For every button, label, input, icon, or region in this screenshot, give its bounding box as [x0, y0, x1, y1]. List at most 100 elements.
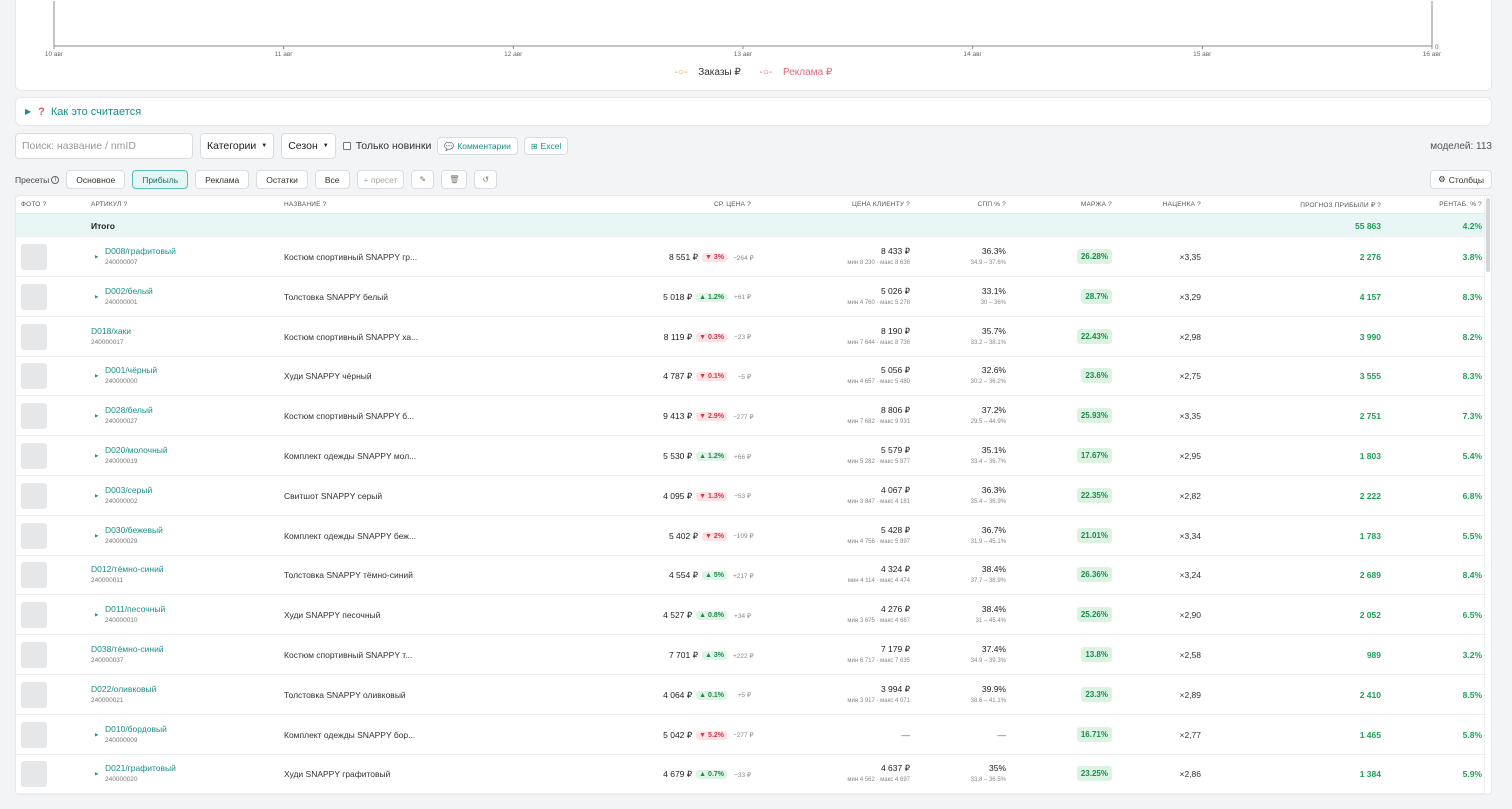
product-photo[interactable]	[21, 323, 47, 350]
table-row[interactable]: D018/хаки 240000017 Костюм спортивный SNAP…	[16, 317, 1486, 357]
table-row[interactable]: D022/оливковый 240000021 Толстовка SNAPPY …	[16, 675, 1486, 715]
article-link[interactable]: D008/графитовый	[105, 246, 176, 256]
article-link[interactable]: D010/бордовый	[105, 723, 167, 734]
columns-button[interactable]: ⚙ Столбцы	[1430, 170, 1492, 189]
article-link[interactable]: D018/хаки	[91, 325, 132, 336]
col-profit[interactable]: ПРОГНОЗ ПРИБЫЛИ ₽ ?	[1300, 202, 1381, 209]
article-link[interactable]: D001/чёрный	[105, 365, 158, 376]
add-preset-button[interactable]: + пресет	[356, 170, 405, 189]
col-spp[interactable]: СПП % ?	[977, 201, 1006, 208]
nmid: 240000002	[105, 497, 138, 505]
article-link[interactable]: D011/песочный	[105, 604, 166, 615]
col-name[interactable]: НАЗВАНИЕ ?	[284, 201, 327, 208]
table-row[interactable]: ▶ D003/серый 240000002 Свитшот SNAPPY серый…	[16, 476, 1486, 516]
col-photo[interactable]: ФОТО ?	[21, 201, 47, 208]
markup-value: ×2,82	[1179, 490, 1201, 501]
reset-preset-icon[interactable]: ↺	[474, 170, 498, 189]
preset-ads[interactable]: Реклама	[195, 170, 250, 189]
product-photo[interactable]	[21, 283, 47, 310]
excel-button[interactable]: ⊞ Excel	[523, 137, 569, 155]
avg-price: 4 679 ₽	[663, 769, 693, 780]
product-photo[interactable]	[21, 681, 47, 708]
spp-range: 33.2 – 38.1%	[970, 339, 1006, 346]
article-link[interactable]: D022/оливковый	[91, 683, 157, 694]
spp-value: 32.6%	[981, 365, 1006, 376]
info-icon[interactable]: i	[51, 175, 60, 184]
new-only-checkbox[interactable]: Только новинки	[342, 140, 431, 152]
expand-row-icon[interactable]: ▶	[95, 413, 99, 419]
profit-forecast: 1 803	[1359, 451, 1381, 461]
col-avg-price[interactable]: СР. ЦЕНА ?	[713, 201, 751, 208]
table-row[interactable]: ▶ D021/графитовый 240000020 Худи SNAPPY гра…	[16, 754, 1486, 794]
table-row[interactable]: ▶ D020/молочный 240000019 Комплект одежды S…	[16, 436, 1486, 476]
product-photo[interactable]	[21, 363, 47, 390]
col-markup[interactable]: НАЦЕНКА ?	[1162, 201, 1201, 208]
col-margin[interactable]: МАРЖА ?	[1080, 201, 1112, 208]
product-photo[interactable]	[21, 482, 47, 509]
table-row[interactable]: D038/тёмно-синий 240000037 Костюм спортивн…	[16, 635, 1486, 675]
table-row[interactable]: ▶ D011/песочный 240000010 Худи SNAPPY песоч…	[16, 595, 1486, 636]
col-article[interactable]: АРТИКУЛ ?	[91, 201, 128, 208]
table-row[interactable]: ▶ D010/бордовый 240000009 Комплект одежды S…	[16, 715, 1486, 755]
preset-basic[interactable]: Основное	[66, 170, 126, 189]
preset-stock[interactable]: Остатки	[256, 170, 308, 189]
price-delta: −109 ₽	[733, 533, 754, 541]
table-scrollbar[interactable]	[1486, 198, 1490, 272]
expand-row-icon[interactable]: ▶	[95, 293, 99, 299]
table-row[interactable]: ▶ D028/белый 240000027 Костюм спортивный SN…	[16, 396, 1486, 437]
search-input[interactable]	[15, 133, 193, 159]
article-link[interactable]: D030/бежевый	[105, 524, 163, 535]
expand-row-icon[interactable]: ▶	[95, 492, 99, 498]
product-photo[interactable]	[21, 403, 47, 430]
spp-value: —	[997, 729, 1007, 740]
expand-row-icon[interactable]: ▶	[95, 612, 99, 618]
col-rent[interactable]: РЕНТАБ. % ?	[1439, 201, 1482, 208]
checkbox-box[interactable]	[342, 142, 351, 150]
product-photo[interactable]	[21, 642, 47, 668]
preset-profit[interactable]: Прибыль	[132, 170, 189, 189]
expand-row-icon[interactable]: ▶	[95, 373, 99, 379]
expand-row-icon[interactable]: ▶	[95, 532, 99, 538]
profit-forecast: 2 689	[1359, 570, 1381, 581]
comments-button[interactable]: 💬 Комментарии	[437, 137, 518, 155]
how-calculated-toggle[interactable]: ▶ ? Как это считается	[15, 97, 1492, 126]
article-link[interactable]: D020/молочный	[105, 445, 168, 455]
product-photo[interactable]	[21, 443, 47, 469]
product-photo[interactable]	[21, 721, 47, 748]
product-photo[interactable]	[21, 244, 47, 270]
legend-orders[interactable]: -○- Заказы ₽	[674, 67, 741, 78]
delete-preset-icon[interactable]: 🗑	[441, 170, 468, 189]
product-photo[interactable]	[21, 602, 47, 629]
product-name: Худи SNAPPY графитовый	[284, 769, 391, 780]
legend-ads[interactable]: -○- Реклама ₽	[759, 67, 833, 78]
category-select[interactable]: Категории ▼	[200, 133, 275, 159]
article-link[interactable]: D003/серый	[105, 484, 153, 495]
table-row[interactable]: D012/тёмно-синий 240000011 Толстовка SNAPP…	[16, 555, 1486, 596]
article-link[interactable]: D021/графитовый	[105, 763, 176, 774]
client-price-range: мин 4 562 · макс 4 697	[847, 777, 910, 784]
season-select[interactable]: Сезон ▼	[281, 133, 336, 159]
table-row[interactable]: ▶ D002/белый 240000001 Толстовка SNAPPY бел…	[16, 277, 1486, 317]
preset-all[interactable]: Все	[314, 170, 350, 189]
expand-row-icon[interactable]: ▶	[95, 254, 99, 259]
article-link[interactable]: D002/белый	[105, 285, 153, 296]
table-row[interactable]: ▶ D030/бежевый 240000029 Комплект одежды SN…	[16, 516, 1486, 556]
expand-row-icon[interactable]: ▶	[95, 453, 99, 458]
product-photo[interactable]	[21, 761, 47, 788]
table-row[interactable]: ▶ D008/графитовый 240000007 Костюм спортивн…	[16, 237, 1486, 277]
price-delta: −23 ₽	[734, 334, 751, 342]
col-client-price[interactable]: ЦЕНА КЛИЕНТУ ?	[851, 201, 910, 208]
margin-badge: 23.3%	[1081, 686, 1112, 702]
table-row[interactable]: ▶ D001/чёрный 240000000 Худи SNAPPY чёрный 4…	[16, 356, 1486, 397]
expand-row-icon[interactable]: ▶	[95, 731, 99, 737]
article-link[interactable]: D012/тёмно-синий	[91, 564, 164, 575]
how-calculated-label: Как это считается	[50, 105, 142, 118]
edit-preset-icon[interactable]: ✎	[411, 170, 435, 189]
article-link[interactable]: D038/тёмно-синий	[91, 644, 164, 654]
product-photo[interactable]	[21, 522, 47, 549]
markup-value: ×2,98	[1179, 331, 1201, 342]
product-photo[interactable]	[21, 562, 47, 589]
spp-range: 29.5 – 44.9%	[970, 419, 1006, 426]
article-link[interactable]: D028/белый	[105, 405, 153, 416]
expand-row-icon[interactable]: ▶	[95, 771, 99, 777]
